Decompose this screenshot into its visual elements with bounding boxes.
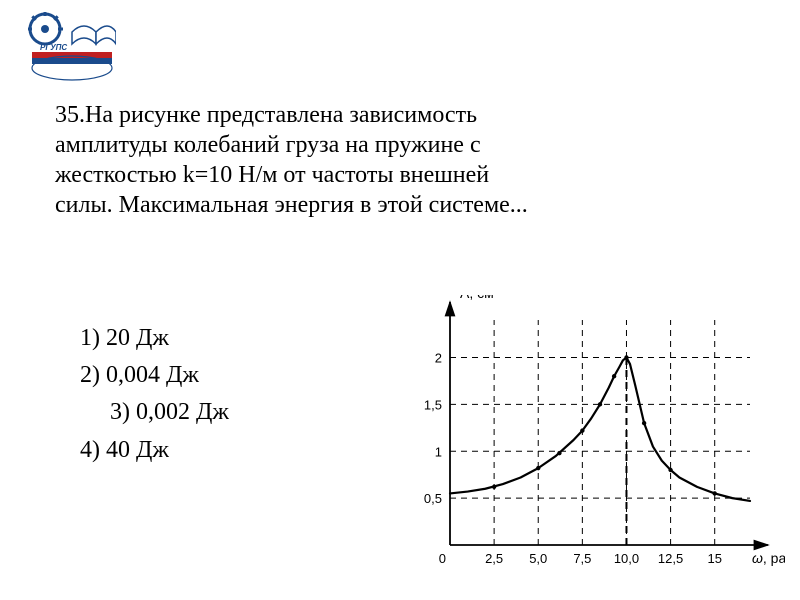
svg-text:2,5: 2,5 — [485, 551, 503, 566]
svg-text:7,5: 7,5 — [573, 551, 591, 566]
answer-4: 4) 40 Дж — [80, 432, 229, 469]
svg-text:5,0: 5,0 — [529, 551, 547, 566]
problem-statement: 35.На рисунке представлена зависимость а… — [55, 100, 535, 220]
answer-2: 2) 0,004 Дж — [80, 357, 229, 394]
svg-text:1: 1 — [435, 444, 442, 459]
svg-text:2: 2 — [435, 351, 442, 366]
svg-text:1,5: 1,5 — [424, 397, 442, 412]
answer-1: 1) 20 Дж — [80, 320, 229, 357]
svg-text:10,0: 10,0 — [614, 551, 639, 566]
answer-3: 3) 0,002 Дж — [80, 394, 229, 431]
svg-text:12,5: 12,5 — [658, 551, 683, 566]
resonance-chart: 0,5 1 1,5 2 2,5 5,0 7,5 10,0 12,5 15 0 А, см ω, рад/… — [395, 295, 785, 590]
logo-text: РГУПС — [40, 43, 67, 52]
svg-text:0,5: 0,5 — [424, 491, 442, 506]
svg-text:15: 15 — [707, 551, 721, 566]
svg-text:А, см: А, см — [460, 295, 494, 301]
svg-text:ω, рад/с: ω, рад/с — [752, 550, 785, 566]
university-logo: РГУПС — [28, 12, 116, 82]
svg-text:0: 0 — [439, 551, 446, 566]
answer-options: 1) 20 Дж 2) 0,004 Дж 3) 0,002 Дж 4) 40 Д… — [80, 320, 229, 469]
